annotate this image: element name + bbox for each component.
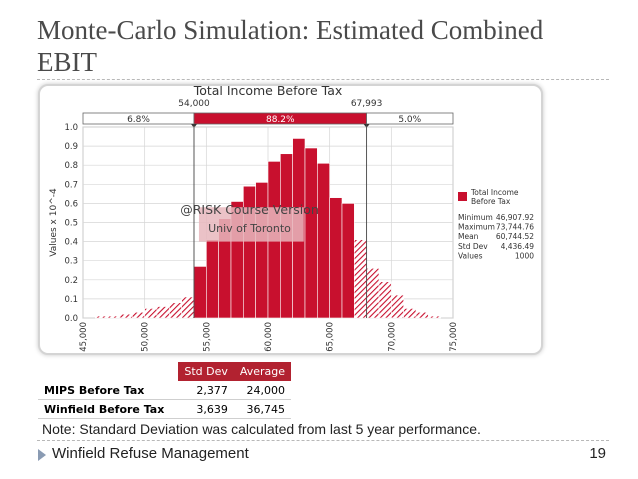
histogram-bar <box>366 268 380 319</box>
stats-table: Std Dev Average MIPS Before Tax 2,377 24… <box>38 362 292 419</box>
slide-title: Monte-Carlo Simulation: Estimated Combin… <box>37 15 544 77</box>
probability-band-right <box>366 112 454 125</box>
y-tick-label: 0.7 <box>64 180 78 190</box>
legend-label-line-1: Total Income <box>470 188 519 197</box>
table-row: MIPS Before Tax 2,377 24,000 <box>38 381 292 400</box>
histogram-bar <box>206 239 219 319</box>
histogram-bar <box>304 147 318 319</box>
y-axis-label: Values x 10^-4 <box>49 188 59 257</box>
histogram-bar <box>341 203 355 319</box>
page-number: 19 <box>589 445 606 462</box>
probability-middle-label: 88.2% <box>266 115 295 125</box>
probability-right-label: 5.0% <box>398 115 421 125</box>
histogram-bar <box>317 162 330 319</box>
watermark-background <box>198 207 304 242</box>
y-tick-label: 0.4 <box>64 238 78 248</box>
x-tick-label: 65,000 <box>326 322 336 352</box>
stats-table-wrapper: Std Dev Average MIPS Before Tax 2,377 24… <box>38 362 292 419</box>
table-cell-average: 36,745 <box>233 399 292 419</box>
chart-frame: Total Income Before Tax 54,000 67,993 6.8% 8… <box>38 84 543 355</box>
histogram-bar <box>144 308 158 319</box>
histogram-bar <box>132 311 145 319</box>
stat-name: Maximum <box>458 223 495 232</box>
stat-value: 73,744.76 <box>496 223 534 232</box>
table-header-row: Std Dev Average <box>38 362 292 381</box>
x-tick-label: 70,000 <box>387 322 397 352</box>
triangle-bullet-icon <box>38 449 46 461</box>
x-tick-label: 45,000 <box>79 322 89 352</box>
histogram-bar <box>415 311 429 319</box>
table-header-std-dev: Std Dev <box>178 362 234 381</box>
stat-name: Std Dev <box>458 242 488 251</box>
histogram-bar <box>95 315 108 319</box>
histogram-bar <box>119 313 133 319</box>
histogram-bar <box>169 302 182 319</box>
title-divider <box>37 79 609 80</box>
table-row-label: Winfield Before Tax <box>38 399 179 419</box>
histogram-bar <box>156 306 170 319</box>
histogram-bar <box>181 296 195 319</box>
stat-value: 60,744.52 <box>496 232 534 241</box>
right-marker-label: 67,993 <box>351 99 383 109</box>
table-cell-std-dev: 2,377 <box>178 381 234 400</box>
y-tick-label: 0.2 <box>64 276 78 286</box>
stat-value: 1000 <box>515 251 534 260</box>
footer-divider <box>37 440 609 441</box>
table-row: Winfield Before Tax 3,639 36,745 <box>38 399 292 419</box>
histogram-bar <box>107 315 121 319</box>
left-marker-label: 54,000 <box>178 99 210 109</box>
histogram-bar <box>354 239 367 319</box>
histogram-bar <box>391 294 404 319</box>
y-tick-label: 0.8 <box>64 161 78 171</box>
histogram-bar <box>378 281 392 319</box>
stat-name: Values <box>458 251 483 260</box>
y-tick-label: 0.5 <box>64 219 78 229</box>
y-tick-label: 0.1 <box>64 295 78 305</box>
stat-name: Minimum <box>458 213 493 222</box>
histogram-bar <box>193 266 207 319</box>
table-cell-average: 24,000 <box>233 381 292 400</box>
histogram-bar <box>329 197 343 319</box>
table-cell-std-dev: 3,639 <box>178 399 234 419</box>
histogram-bar <box>403 308 417 319</box>
x-tick-label: 55,000 <box>202 322 212 352</box>
x-tick-label: 50,000 <box>141 322 151 352</box>
y-tick-label: 0.0 <box>64 314 78 324</box>
table-row-label: MIPS Before Tax <box>38 381 179 400</box>
x-tick-label: 75,000 <box>449 322 459 352</box>
footer-text: Winfield Refuse Management <box>52 445 249 462</box>
table-header-average: Average <box>233 362 292 381</box>
chart-title: Total Income Before Tax <box>193 86 343 98</box>
y-tick-label: 0.6 <box>64 199 78 209</box>
probability-left-label: 6.8% <box>127 115 150 125</box>
stat-value: 4,436.49 <box>501 242 535 251</box>
y-tick-label: 0.3 <box>64 257 78 267</box>
x-tick-label: 60,000 <box>264 322 274 352</box>
footnote: Note: Standard Deviation was calculated … <box>42 421 481 437</box>
stat-value: 46,907.92 <box>496 213 534 222</box>
watermark-line-2: Univ of Toronto <box>208 222 291 235</box>
watermark-line-1: @RISK Course Version <box>180 202 319 217</box>
y-tick-label: 1.0 <box>64 123 78 133</box>
y-tick-label: 0.9 <box>64 142 78 152</box>
stat-name: Mean <box>458 232 479 241</box>
histogram-bar <box>428 315 441 319</box>
legend-swatch <box>458 192 467 201</box>
legend-label-line-2: Before Tax <box>471 197 511 206</box>
table-header-blank <box>38 362 178 381</box>
